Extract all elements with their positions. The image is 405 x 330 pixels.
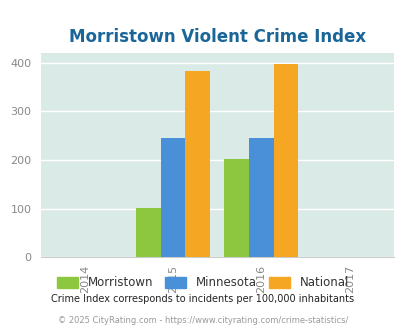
Text: © 2025 CityRating.com - https://www.cityrating.com/crime-statistics/: © 2025 CityRating.com - https://www.city… <box>58 316 347 325</box>
Text: Crime Index corresponds to incidents per 100,000 inhabitants: Crime Index corresponds to incidents per… <box>51 294 354 304</box>
Bar <box>160 138 185 257</box>
Bar <box>273 63 298 257</box>
Bar <box>248 138 273 257</box>
Title: Morristown Violent Crime Index: Morristown Violent Crime Index <box>68 28 365 46</box>
Bar <box>185 71 210 257</box>
Bar <box>224 159 248 257</box>
Legend: Morristown, Minnesota, National: Morristown, Minnesota, National <box>52 272 353 294</box>
Bar <box>136 208 160 257</box>
